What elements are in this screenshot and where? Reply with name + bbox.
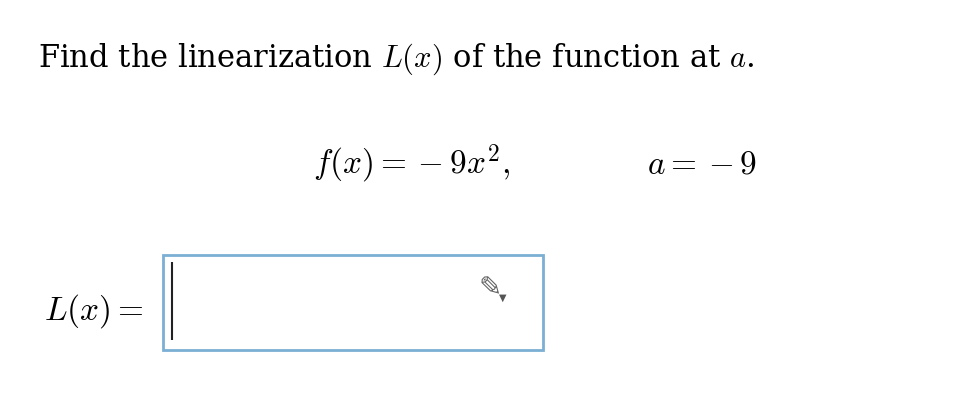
Text: ✎: ✎ [478,274,502,302]
Text: Find the linearization $\mathit{L}(x)$ of the function at $a$.: Find the linearization $\mathit{L}(x)$ o… [38,42,755,77]
Bar [163,255,543,350]
Text: $a = -9$: $a = -9$ [647,149,757,181]
Text: ▼: ▼ [499,293,507,303]
Text: $f(x) = -9x^2,$: $f(x) = -9x^2,$ [314,143,510,187]
Text: $L(x) =$: $L(x) =$ [44,292,144,330]
